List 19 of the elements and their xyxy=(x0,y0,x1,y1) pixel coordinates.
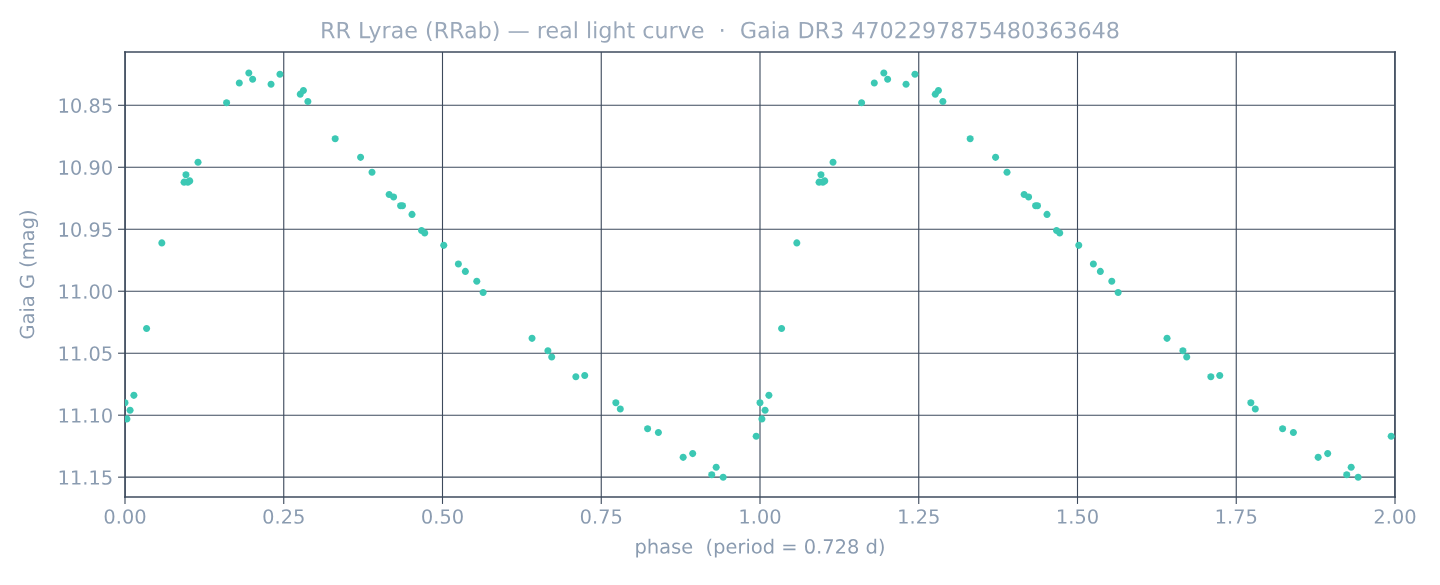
y-tick-label: 11.00 xyxy=(59,284,112,299)
x-tick-label: 0.75 xyxy=(580,509,622,524)
x-tick-label: 1.25 xyxy=(899,509,939,524)
y-tick-label: 10.90 xyxy=(59,160,112,175)
x-axis-title: phase (period = 0.728 d) xyxy=(636,538,884,558)
y-axis-title: Gaia G (mag) xyxy=(19,211,39,339)
y-tick-label: 10.95 xyxy=(59,222,112,237)
chart-title: RR Lyrae (RRab) — real light curve · Gaia DR3 4702297875480363648 xyxy=(322,21,1119,43)
x-tick-label: 0.25 xyxy=(263,509,304,524)
x-tick-label: 1.50 xyxy=(1057,509,1098,524)
y-tick-label: 10.85 xyxy=(59,98,112,113)
y-tick-label: 11.10 xyxy=(59,408,112,423)
x-tick-label: 1.75 xyxy=(1216,509,1257,524)
x-tick-label: 2.00 xyxy=(1374,509,1416,524)
y-tick-label: 11.05 xyxy=(59,346,112,361)
x-tick-label: 0.50 xyxy=(422,509,463,524)
x-tick-label: 1.00 xyxy=(740,509,781,524)
y-tick-label: 11.15 xyxy=(59,470,112,485)
x-tick-label: 0.00 xyxy=(104,509,146,524)
